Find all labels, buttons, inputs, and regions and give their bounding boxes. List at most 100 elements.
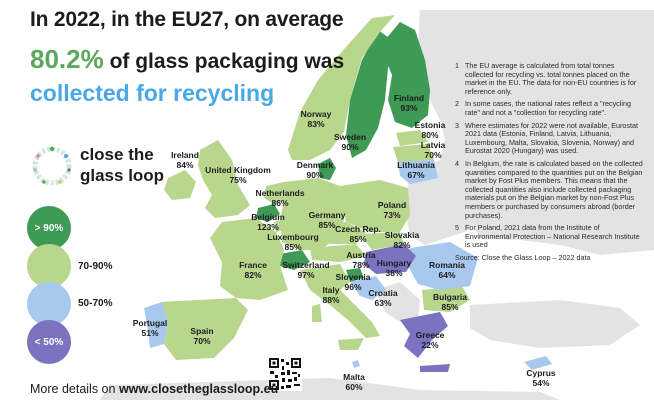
legend-under-50-label: < 50% [34,336,64,348]
country-austria [310,244,366,262]
country-name: Belgium [251,212,285,222]
more-details: More details on www.closetheglassloop.eu [30,382,278,396]
country-norway [288,15,395,160]
country-sardinia [312,304,322,322]
country-lithuania [398,160,438,184]
country-france [210,218,288,300]
footnote: 5 For Poland, 2021 data from the Institut… [455,223,643,250]
country-slovakia [360,232,404,250]
country-latvia [393,144,434,162]
country-sweden [346,30,392,158]
country-value: 83% [307,119,325,129]
country-name: Spain [190,326,214,336]
country-denmark [318,158,336,180]
country-label-italy: Italy 88% [322,285,339,305]
country-label-slovenia: Slovenia 96% [336,272,371,292]
country-value: 85% [441,302,459,312]
land-north-africa [100,378,560,400]
country-label-portugal: Portugal 51% [133,318,167,338]
country-name: Luxembourg [267,232,319,242]
country-belgium [256,204,280,222]
country-name: Norway [300,109,332,119]
country-label-germany: Germany 85% [309,210,346,230]
headline-line-3: collected for recycling [30,80,275,106]
country-luxembourg [274,220,284,232]
country-croatia [350,276,386,300]
country-name: Switzerland [282,260,330,270]
country-value: 86% [271,198,289,208]
country-name: Germany [308,210,346,220]
footnote-number: 1 [455,61,459,70]
logo-text: close the glass loop [80,144,164,186]
logo-text-line-1: close the [80,145,154,164]
country-name: Netherlands [255,188,305,198]
country-name: Cyprus [526,368,556,378]
country-finland [385,22,430,128]
country-name: Sweden [333,132,367,142]
country-name: Latvia [420,140,446,150]
country-value: 97% [297,270,315,280]
country-value: 88% [322,295,340,305]
legend-swatch-50-70 [27,282,71,326]
country-label-croatia: Croatia 63% [368,288,397,308]
country-name: Austria [346,250,376,260]
footnote-number: 4 [455,158,459,168]
country-label-finland: Finland 93% [394,93,424,113]
footnote-text: Where estimates for 2022 were not availa… [465,120,638,156]
footnote-number: 3 [455,120,459,130]
country-name: France [239,260,267,270]
country-value: 51% [141,328,159,338]
country-label-greece: Greece 22% [416,330,445,350]
footnote: 3 Where estimates for 2022 were not avail… [455,120,643,156]
country-value: 80% [421,130,439,140]
country-value: 64% [438,270,456,280]
country-czech [320,222,366,244]
legend-70-90-label: 70-90% [78,261,113,272]
country-label-malta: Malta 60% [343,372,365,392]
footnote: 1 The EU average is calculated from total… [455,61,643,96]
country-spain [160,298,248,360]
country-estonia [396,130,428,146]
country-name: Lithuania [397,160,435,170]
country-name: Finland [393,93,425,103]
country-portugal [144,302,168,348]
close-the-glass-loop-logo [32,146,72,186]
footnotes: 1 The EU average is calculated from total… [455,61,643,262]
country-label-norway: Norway 83% [301,109,332,129]
footnote: 4 In Belgium, the rate is calculated base… [455,158,643,220]
country-value: 22% [421,340,439,350]
land-balkans [375,282,420,322]
country-netherlands [264,182,288,204]
country-name: Bulgaria [432,292,468,302]
country-label-sweden: Sweden 90% [334,132,366,152]
country-value: 85% [349,234,367,244]
country-name: Hungary [376,258,412,268]
more-details-prefix: More details on [30,382,119,396]
country-value: 75% [229,175,247,185]
country-label-spain: Spain 70% [190,326,213,346]
legend-swatch-over-90: > 90% [27,206,71,250]
country-label-slovakia: Slovakia 82% [385,230,420,250]
country-label-estonia: Estonia 80% [415,120,446,140]
country-label-poland: Poland 73% [378,200,406,220]
country-italy [300,264,380,338]
country-value: 54% [532,378,550,388]
land-belarus-ukraine [405,160,480,245]
country-label-switzerland: Switzerland 97% [282,260,329,280]
legend-over-90-label: > 90% [34,222,64,234]
country-malta [352,360,360,368]
country-name: Slovenia [335,272,371,282]
logo-text-line-2: glass loop [80,166,165,185]
country-value: 85% [284,242,302,252]
footnote-text: In some cases, the national rates reflec… [465,99,631,117]
country-value: 73% [383,210,401,220]
country-label-united-kingdom: United Kingdom 75% [205,165,271,185]
country-value: 70% [193,336,211,346]
country-label-romania: Romania 64% [429,260,465,280]
footnote: 2 In some cases, the national rates refle… [455,100,643,117]
website-link[interactable]: www.closetheglassloop.eu [118,382,279,396]
country-label-lithuania: Lithuania 67% [397,160,435,180]
country-value: 90% [306,170,324,180]
country-name: Denmark [296,160,334,170]
